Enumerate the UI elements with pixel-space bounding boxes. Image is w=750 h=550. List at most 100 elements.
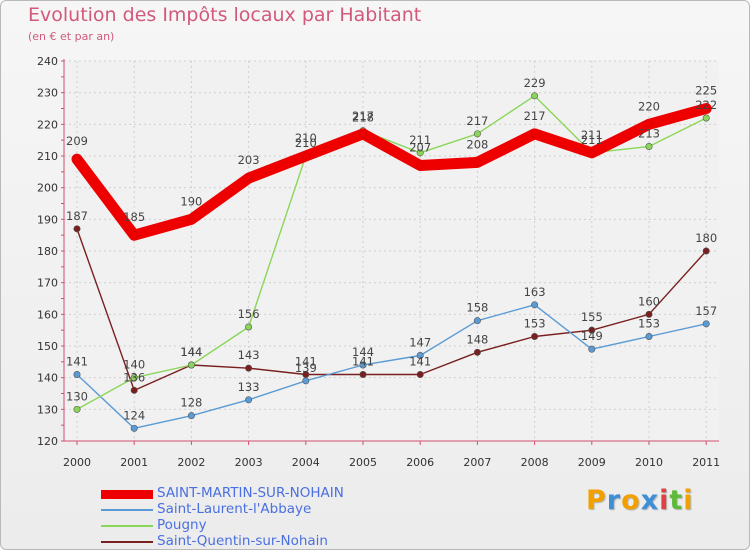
data-label-series-3: 141 bbox=[409, 355, 431, 369]
data-label-series-1: 141 bbox=[66, 355, 88, 369]
data-label-series-3: 148 bbox=[466, 332, 488, 346]
data-label-series-1: 139 bbox=[295, 361, 317, 375]
data-point-series-0 bbox=[473, 158, 482, 167]
y-tick-label: 150 bbox=[37, 340, 58, 353]
data-label-series-1: 158 bbox=[466, 301, 488, 315]
data-point-series-0 bbox=[645, 120, 653, 129]
data-point-series-0 bbox=[187, 215, 196, 224]
data-point-series-3 bbox=[531, 332, 539, 340]
data-label-series-0: 185 bbox=[123, 210, 145, 224]
legend-label-saint-quentin: Saint-Quentin-sur-Nohain bbox=[157, 533, 328, 549]
data-point-series-1 bbox=[645, 332, 653, 340]
y-tick-label: 160 bbox=[37, 308, 58, 321]
legend-swatch-saint-quentin bbox=[101, 541, 153, 543]
y-tick-label: 180 bbox=[37, 245, 58, 258]
y-tick-label: 230 bbox=[37, 87, 58, 100]
data-label-series-3: 180 bbox=[695, 231, 717, 245]
data-label-series-0: 225 bbox=[695, 84, 717, 98]
data-point-series-3 bbox=[702, 247, 710, 255]
x-tick-label: 2001 bbox=[120, 456, 148, 469]
x-tick-label: 2007 bbox=[463, 456, 491, 469]
data-label-series-3: 143 bbox=[238, 348, 260, 362]
x-tick-label: 2002 bbox=[177, 456, 205, 469]
y-tick-label: 240 bbox=[37, 55, 58, 68]
data-point-series-3 bbox=[73, 225, 81, 233]
x-tick-label: 2008 bbox=[521, 456, 549, 469]
data-label-series-2: 211 bbox=[581, 133, 603, 147]
data-label-series-3: 144 bbox=[180, 345, 202, 359]
data-point-series-0 bbox=[416, 161, 424, 170]
data-point-series-2 bbox=[130, 374, 138, 382]
data-point-series-1 bbox=[130, 424, 138, 432]
x-tick-label: 2010 bbox=[635, 456, 663, 469]
y-tick-label: 190 bbox=[37, 213, 58, 226]
data-label-series-3: 141 bbox=[352, 355, 374, 369]
logo-letter: i bbox=[683, 485, 694, 516]
data-label-series-1: 163 bbox=[524, 285, 546, 299]
data-point-series-2 bbox=[473, 130, 481, 138]
data-label-series-3: 136 bbox=[123, 370, 145, 384]
data-point-series-3 bbox=[416, 370, 424, 378]
y-tick-label: 200 bbox=[37, 182, 58, 195]
data-point-series-1 bbox=[588, 345, 596, 353]
data-point-series-0 bbox=[302, 152, 310, 160]
data-label-series-0: 208 bbox=[466, 137, 488, 151]
x-tick-label: 2006 bbox=[406, 456, 434, 469]
data-label-series-0: 217 bbox=[524, 109, 546, 123]
data-label-series-3: 141 bbox=[295, 355, 317, 369]
legend-swatch-saint-laurent bbox=[101, 509, 153, 511]
series-line-0 bbox=[71, 103, 712, 241]
y-tick-label: 220 bbox=[37, 118, 58, 131]
data-point-series-2 bbox=[416, 149, 424, 157]
data-point-series-0 bbox=[588, 149, 596, 157]
data-label-series-0: 211 bbox=[581, 128, 603, 142]
y-tick-label: 140 bbox=[37, 372, 58, 385]
legend-label-saint-martin: SAINT-MARTIN-SUR-NOHAIN bbox=[157, 485, 344, 501]
data-label-series-1: 157 bbox=[695, 304, 717, 318]
logo-letter: i bbox=[659, 485, 670, 516]
series-line-3 bbox=[76, 228, 707, 392]
logo-letter: r bbox=[606, 485, 622, 516]
data-label-series-3: 155 bbox=[581, 310, 603, 324]
data-label-series-1: 133 bbox=[238, 380, 260, 394]
data-point-series-0 bbox=[702, 104, 710, 113]
data-label-series-1: 153 bbox=[638, 317, 660, 331]
data-point-series-1 bbox=[245, 396, 253, 404]
data-point-series-1 bbox=[359, 361, 367, 369]
data-label-series-1: 124 bbox=[123, 408, 145, 422]
data-label-series-1: 147 bbox=[409, 336, 431, 350]
data-point-series-2 bbox=[531, 92, 539, 100]
data-point-series-0 bbox=[359, 130, 367, 138]
y-tick-label: 170 bbox=[37, 277, 58, 290]
data-label-series-2: 211 bbox=[409, 133, 431, 147]
series-line-1 bbox=[76, 304, 707, 430]
data-label-series-2: 229 bbox=[524, 76, 546, 90]
x-tick-label: 2011 bbox=[692, 456, 720, 469]
data-point-series-3 bbox=[588, 326, 596, 334]
data-point-series-2 bbox=[73, 405, 81, 413]
x-tick-label: 2005 bbox=[349, 456, 377, 469]
data-label-series-1: 144 bbox=[352, 345, 374, 359]
data-label-series-2: 144 bbox=[180, 345, 202, 359]
data-label-series-0: 217 bbox=[352, 109, 374, 123]
data-label-series-1: 149 bbox=[581, 329, 603, 343]
data-point-series-1 bbox=[702, 320, 710, 328]
legend-label-saint-laurent: Saint-Laurent-l'Abbaye bbox=[157, 501, 312, 517]
data-point-series-0 bbox=[130, 231, 138, 239]
data-point-series-1 bbox=[187, 412, 195, 420]
data-point-series-0 bbox=[530, 130, 539, 138]
data-point-series-3 bbox=[245, 364, 253, 372]
data-label-series-2: 222 bbox=[695, 98, 717, 112]
chart-title: Evolution des Impôts locaux par Habitant bbox=[28, 4, 422, 26]
data-point-series-3 bbox=[473, 348, 481, 356]
logo-letter: o bbox=[621, 485, 641, 516]
legend-label-pougny: Pougny bbox=[157, 517, 207, 533]
data-label-series-2: 156 bbox=[238, 307, 260, 321]
y-tick-label: 210 bbox=[37, 150, 58, 163]
data-point-series-2 bbox=[245, 323, 253, 331]
data-label-series-3: 153 bbox=[524, 317, 546, 331]
data-label-series-3: 187 bbox=[66, 209, 88, 223]
data-point-series-0 bbox=[73, 155, 81, 163]
